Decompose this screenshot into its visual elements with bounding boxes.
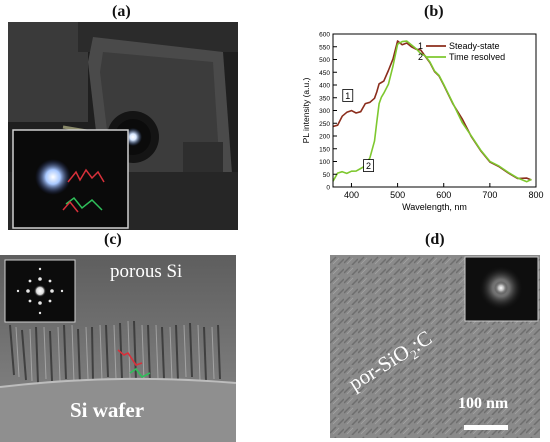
x-tick-label-600: 600 (436, 190, 451, 200)
x-tick-label-500: 500 (390, 190, 405, 200)
por-sio2-c-sem-image (330, 255, 540, 438)
porous-si-label: porous Si (110, 261, 183, 282)
y-tick-label-250: 250 (319, 121, 330, 128)
annotation-label-1: 1 (345, 91, 350, 101)
x-tick-label-400: 400 (344, 190, 359, 200)
porous-si-sem-image (0, 255, 236, 442)
sample-holder-photo (8, 22, 238, 230)
scale-bar (464, 425, 508, 430)
y-tick-label-600: 600 (319, 32, 330, 39)
y-tick-label-0: 0 (326, 185, 330, 192)
x-tick-label-800: 800 (528, 190, 543, 200)
panel-label-c: (c) (104, 231, 122, 248)
annotation-box-2 (363, 159, 374, 173)
y-tick-label-500: 500 (319, 57, 330, 64)
photo-panel-a (8, 22, 238, 230)
legend-label-2: Time resolved (449, 52, 505, 62)
annotation-box-1 (342, 89, 354, 102)
y-tick-label-350: 350 (319, 95, 330, 102)
si-wafer-label: Si wafer (70, 398, 145, 422)
x-tick-label-700: 700 (482, 190, 497, 200)
pl-chart: 400 500 600 700 800 0 50 100 150 200 250 300 350 400 4… (301, 32, 544, 213)
legend-index-1: 1 (418, 41, 423, 51)
panel-label-d: (d) (425, 231, 445, 248)
y-tick-label-100: 100 (319, 159, 330, 166)
x-axis-label: Wavelength, nm (402, 202, 467, 212)
legend-index-2: 2 (418, 52, 423, 62)
y-tick-label-150: 150 (319, 146, 330, 153)
pl-chart-panel: 400 500 600 700 800 0 50 100 150 200 250 300 350 400 4… (300, 22, 546, 230)
y-axis-label: PL intensity (a.u.) (301, 77, 311, 143)
y-tick-label-400: 400 (319, 83, 330, 90)
legend-label-1: Steady-state (449, 41, 500, 51)
sem-panel-d: por-SiO2:C 100 nm (330, 255, 540, 438)
annotation-label-2: 2 (366, 161, 371, 171)
series-line-2 (332, 40, 532, 183)
y-tick-label-200: 200 (319, 134, 330, 141)
panel-label-a: (a) (112, 3, 131, 20)
y-tick-label-50: 50 (323, 172, 331, 179)
sem-panel-c: porous Si Si wafer (0, 255, 236, 442)
panel-label-b: (b) (424, 3, 444, 20)
y-tick-label-550: 550 (319, 44, 330, 51)
y-tick-label-450: 450 (319, 70, 330, 77)
y-tick-label-300: 300 (319, 108, 330, 115)
scale-bar-label: 100 nm (458, 395, 509, 412)
